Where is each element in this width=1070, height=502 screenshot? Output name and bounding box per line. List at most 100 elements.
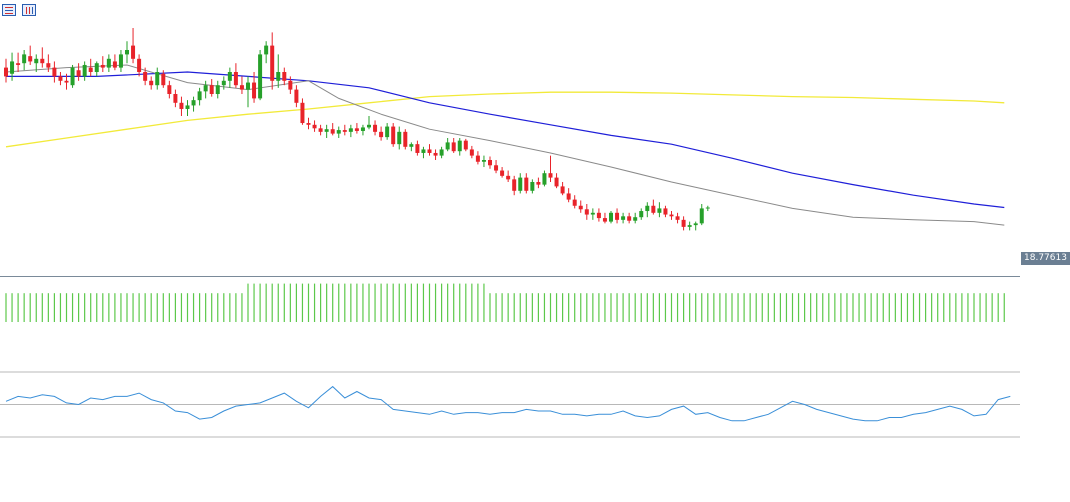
candle-body	[16, 63, 21, 65]
candle-body	[203, 85, 208, 92]
candle-body	[451, 142, 456, 152]
candle-body	[445, 142, 450, 150]
ma-mid-line	[6, 71, 1005, 209]
candle-body	[336, 130, 341, 134]
candle-body	[106, 58, 111, 68]
candle-body	[46, 63, 51, 68]
candle-body	[40, 58, 45, 64]
candle-body	[82, 64, 87, 77]
candle-body	[469, 149, 474, 156]
candle-body	[590, 212, 595, 215]
candle-body	[125, 50, 129, 55]
candle-body	[221, 80, 226, 86]
candle-body	[542, 173, 547, 185]
rsi-line	[5, 385, 1011, 422]
candle-body	[512, 179, 517, 191]
candle-body	[409, 144, 414, 147]
candle-body	[270, 45, 275, 81]
candle-body	[506, 175, 511, 180]
candle-body	[566, 193, 571, 200]
candle-body	[342, 130, 347, 132]
candle-body	[427, 149, 432, 153]
candle-body	[433, 152, 438, 156]
candle-body	[161, 73, 166, 86]
candle-body	[367, 124, 371, 128]
candle-body	[348, 128, 353, 132]
candle-body	[705, 207, 710, 209]
candle-body	[143, 72, 148, 81]
candle-body	[463, 140, 468, 150]
candle-body	[282, 72, 287, 81]
candle-body	[233, 72, 238, 86]
candle-body	[548, 173, 553, 178]
candle-body	[64, 80, 69, 83]
candle-body	[391, 126, 396, 145]
candle-body	[554, 177, 559, 187]
candle-body	[475, 155, 480, 162]
candle-body	[403, 131, 408, 147]
candle-body	[58, 76, 63, 81]
candle-body	[397, 131, 402, 145]
candle-body	[530, 182, 535, 191]
volume-panel	[5, 283, 1005, 322]
ma-slow-line	[5, 91, 1005, 148]
candle-body	[669, 214, 674, 217]
candle-body	[500, 170, 505, 176]
candle-body	[306, 123, 311, 125]
candle-body	[639, 211, 644, 218]
candle-body	[185, 105, 190, 109]
rsi-panel	[0, 371, 1020, 438]
ma-fast-line	[5, 64, 1005, 226]
candle-body	[663, 208, 668, 215]
candle-body	[360, 127, 365, 131]
candle-body	[246, 82, 250, 90]
candle-body	[28, 56, 33, 62]
candle-body	[155, 72, 160, 86]
candle-body	[118, 54, 123, 68]
candle-body	[596, 212, 601, 219]
candle-body	[276, 72, 281, 81]
candle-body	[439, 149, 444, 156]
candle-body	[294, 89, 299, 103]
candle-body	[560, 186, 565, 194]
list-icon[interactable]	[2, 4, 16, 16]
candle-body	[354, 128, 359, 131]
candle-body	[681, 219, 686, 227]
candle-body	[621, 216, 626, 220]
candle-body	[651, 205, 656, 213]
candle-body	[524, 177, 529, 191]
candle-body	[645, 205, 650, 212]
candle-body	[100, 64, 105, 68]
candle-body	[572, 199, 577, 206]
candle-body	[609, 212, 613, 222]
candle-body	[22, 54, 27, 64]
candle-body	[385, 126, 390, 138]
candle-body	[239, 85, 244, 90]
candle-body	[373, 124, 378, 132]
candle-body	[657, 208, 662, 213]
candle-body	[112, 61, 117, 68]
candle-body	[4, 67, 8, 77]
candle-body	[252, 82, 257, 99]
candle-body	[131, 45, 136, 59]
candle-body	[494, 165, 499, 171]
candle-body	[179, 102, 184, 109]
toolbar	[2, 4, 36, 16]
candle-body	[137, 58, 142, 72]
candle-body	[687, 225, 692, 227]
candle-body	[167, 85, 172, 94]
last-price-label: 18.77613	[1021, 252, 1070, 265]
candle-body	[699, 208, 704, 224]
candle-body	[34, 58, 39, 64]
candle-body	[578, 205, 583, 210]
candle-body	[312, 124, 317, 129]
candle-body	[197, 91, 202, 101]
candle-body	[633, 217, 638, 221]
candle-body	[457, 140, 462, 152]
candle-body	[481, 160, 486, 162]
candle-body	[324, 129, 329, 132]
candle-body	[70, 67, 75, 86]
candle-body	[318, 128, 323, 132]
chart-icon[interactable]	[22, 4, 36, 16]
